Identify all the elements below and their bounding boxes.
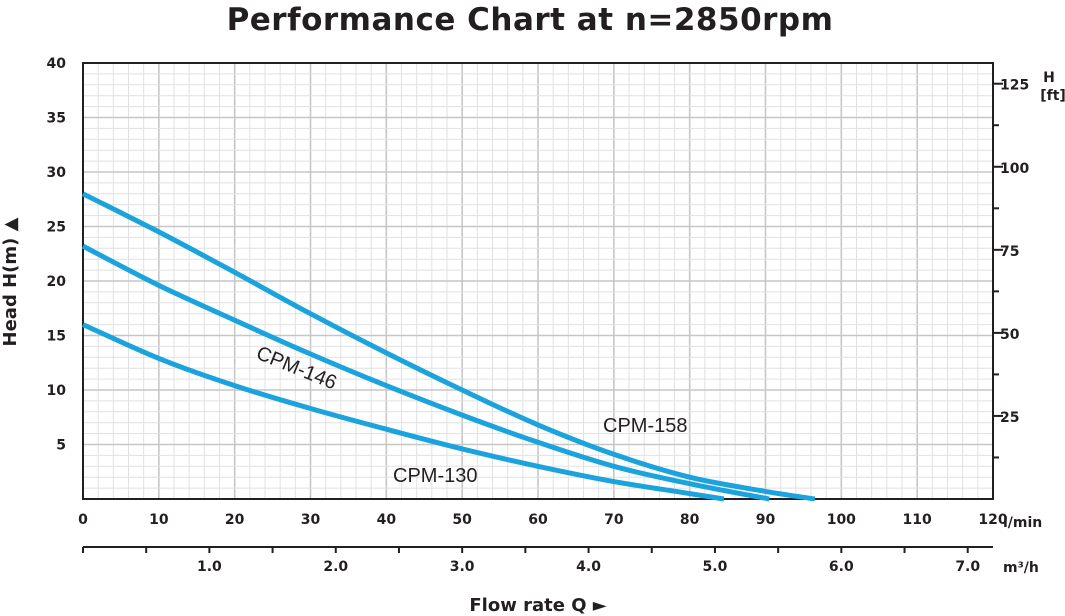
x-tick-label: 80 xyxy=(680,512,700,528)
y2-tick-label: 50 xyxy=(1000,327,1020,343)
x-tick-label: 70 xyxy=(604,512,624,528)
x-lmin-unit: l/min xyxy=(1003,515,1042,531)
x-axis-title: Flow rate Q ► xyxy=(469,595,606,616)
y-axis-title: Head H(m) ▲ xyxy=(0,217,21,346)
x-tick-label: 100 xyxy=(827,512,856,528)
series-label-cpm-130: CPM-130 xyxy=(393,465,477,487)
series-line-cpm-158 xyxy=(81,191,816,502)
y-tick-label: 35 xyxy=(47,111,66,127)
y-tick-label: 10 xyxy=(47,383,67,399)
y2-tick-label: 25 xyxy=(1000,410,1019,426)
x-tick-label: 120 xyxy=(978,512,1007,528)
y-tick-label: 40 xyxy=(47,56,67,72)
x-m3h-unit: m³/h xyxy=(1003,560,1039,576)
y-axis-ticks: 5 10 15 20 25 30 35 40 xyxy=(47,56,67,454)
y2-axis-ft: H [ft] 25 50 75 100 125 xyxy=(993,70,1065,459)
x-tick-label: 50 xyxy=(452,512,472,528)
plot-frame xyxy=(82,62,994,500)
x-tick-label: 40 xyxy=(377,512,397,528)
x-tick-label: 0 xyxy=(78,512,88,528)
m3h-tick-label: 4.0 xyxy=(576,559,601,575)
m3h-tick-label: 2.0 xyxy=(323,559,348,575)
y2-tick-label: 100 xyxy=(1000,161,1029,177)
x-tick-label: 30 xyxy=(301,512,321,528)
y-tick-label: 25 xyxy=(47,220,66,236)
m3h-tick-label: 7.0 xyxy=(955,559,980,575)
x-tick-label: 60 xyxy=(528,512,548,528)
y-tick-label: 5 xyxy=(56,438,66,454)
series-line-cpm-146 xyxy=(81,243,770,502)
series-line-cpm-130 xyxy=(81,322,725,502)
y2-unit-h: H xyxy=(1043,70,1055,86)
m3h-tick-label: 3.0 xyxy=(450,559,475,575)
x-tick-label: 110 xyxy=(903,512,932,528)
m3h-tick-label: 6.0 xyxy=(829,559,854,575)
chart-title: Performance Chart at n=2850rpm xyxy=(227,2,834,38)
x-tick-label: 90 xyxy=(756,512,776,528)
x-axis-lmin-ticks: l/min 0 10 20 30 40 50 60 70 80 90 100 110 120 xyxy=(78,512,1042,531)
x-tick-label: 10 xyxy=(149,512,169,528)
m3h-tick-label: 1.0 xyxy=(197,559,222,575)
y2-unit-ft: [ft] xyxy=(1040,88,1065,104)
y2-tick-label: 75 xyxy=(1000,244,1019,260)
series-label-cpm-158: CPM-158 xyxy=(603,415,687,437)
series-lines xyxy=(81,191,816,502)
y-tick-label: 20 xyxy=(47,274,67,290)
x-axis-m3h: m³/h 1.0 2.0 3.0 4.0 5.0 6.0 7.0 xyxy=(82,546,1039,576)
m3h-tick-label: 5.0 xyxy=(703,559,728,575)
x-tick-label: 20 xyxy=(225,512,245,528)
y2-tick-label: 125 xyxy=(1000,78,1029,94)
chart-grid xyxy=(83,63,993,499)
y-tick-label: 15 xyxy=(47,329,66,345)
y-tick-label: 30 xyxy=(47,165,67,181)
